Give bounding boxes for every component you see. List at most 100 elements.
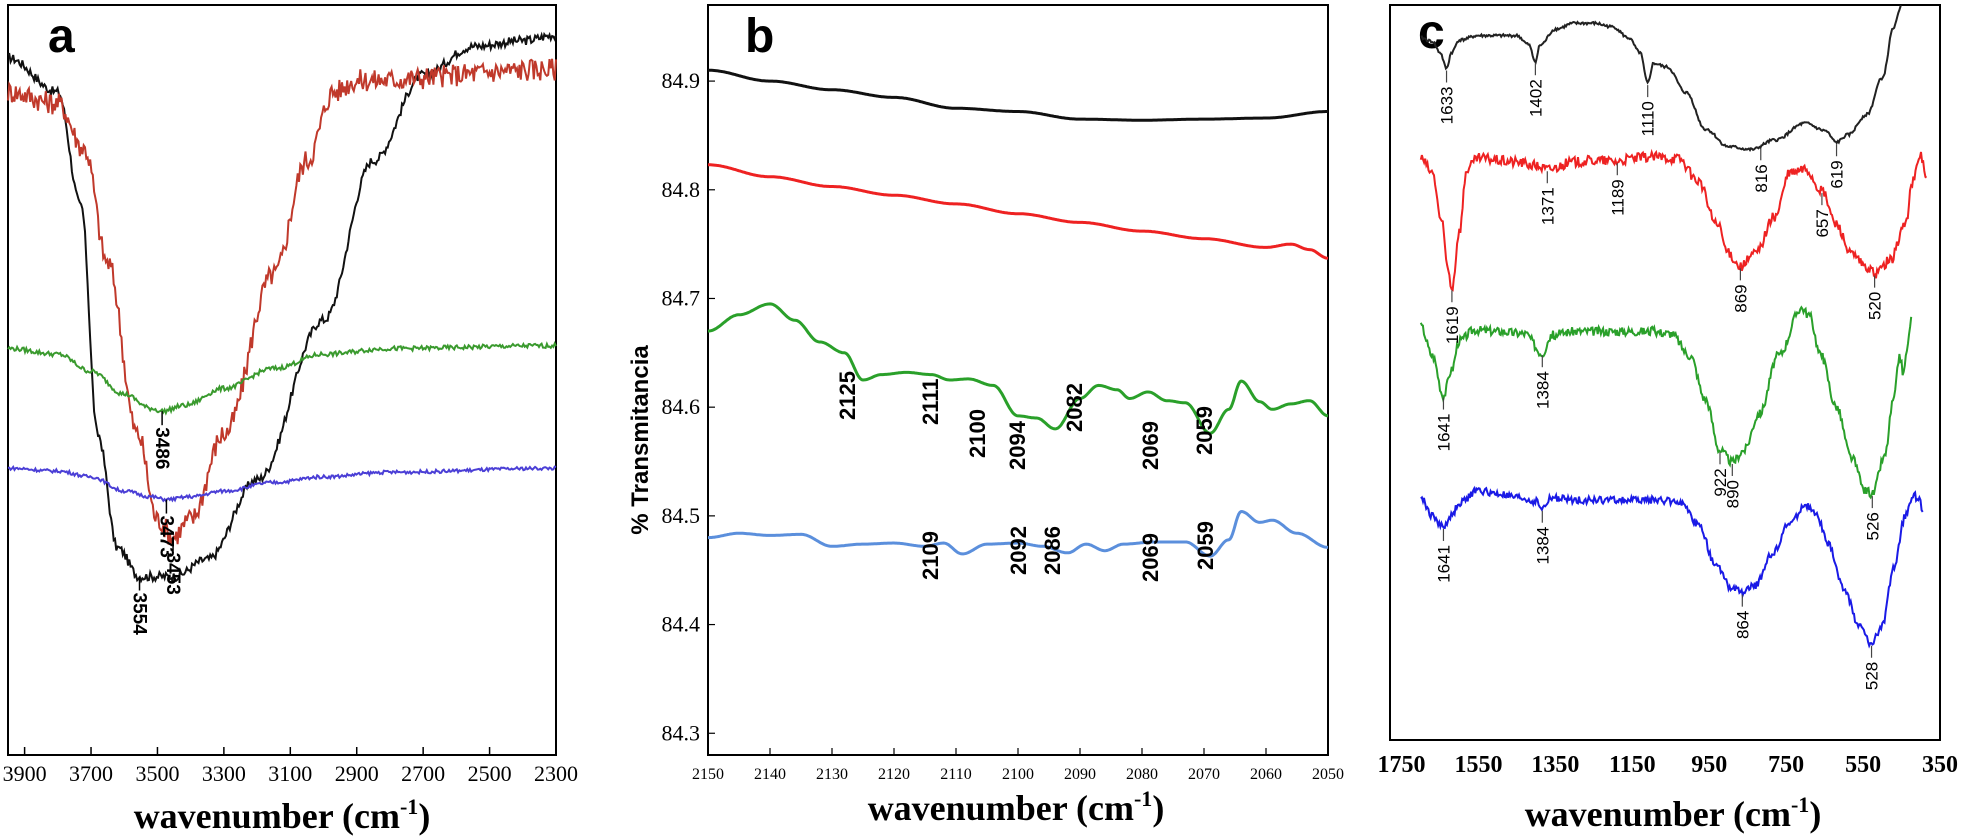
panel-b-x-tick-label: 2050	[1312, 766, 1344, 783]
panel-c-letter: c	[1418, 6, 1445, 59]
panel-b-curve-black	[708, 68, 1328, 122]
panel-a-annotation-label: 3453	[162, 553, 183, 595]
panel-a-x-tick-label: 2300	[534, 761, 578, 786]
panel-b-x-tick-label: 2110	[940, 766, 971, 783]
panel-a-x-ticks: 3900 3700 3500 3300 3100 2900 2700 2500 2300	[3, 747, 578, 786]
panel-b-annotation-label: 2094	[1005, 420, 1030, 470]
panel-c-x-ticks: 1750 1550 1350 1150 950 750 550 350	[1378, 752, 1958, 778]
panel-a-curve-green	[7, 341, 557, 416]
panel-c-x-tick-label: 1750	[1378, 752, 1426, 778]
panel-c-curve-black	[1420, 5, 1902, 152]
panel-a: a 3554 3453 3486 3473 3900 3700 3500 3300 3100 2…	[3, 4, 578, 836]
panel-c-annotation-label: 1633	[1438, 87, 1457, 125]
panel-a-x-tick-label: 3300	[202, 761, 246, 786]
panel-c-annotation-label: 1641	[1434, 545, 1453, 583]
panel-a-curve-red	[7, 58, 557, 545]
panel-a-x-tick-label: 3100	[268, 761, 312, 786]
panel-b: b 84.3 84.4 84.5 84.6 84.7 84.8 84.9 2150 2140 2…	[627, 4, 1344, 828]
panel-b-annotation-label: 2059	[1193, 521, 1218, 570]
panel-b-annotation-label: 2082	[1062, 383, 1087, 432]
panel-c-annotation-label: 922	[1711, 468, 1730, 496]
panel-a-series	[7, 31, 557, 584]
panel-b-y-tick-label: 84.5	[662, 503, 701, 528]
panel-a-x-tick-label: 2700	[401, 761, 445, 786]
panel-b-curve-green	[707, 302, 1329, 435]
panel-b-curve-red	[708, 163, 1329, 260]
panel-b-y-axis-label: % Transmitancia	[627, 345, 654, 535]
panel-b-annotation-label: 2086	[1040, 526, 1065, 575]
panel-c-annotation-label: 816	[1752, 164, 1771, 192]
panel-b-x-tick-label: 2090	[1064, 766, 1096, 783]
panel-c-annotation-label: 1384	[1533, 371, 1552, 409]
panel-c-curve-blue	[1420, 485, 1924, 649]
panel-c: c 1633 1402 1110 816 619 1619 1371 1189 869 657 52…	[1378, 4, 1958, 834]
panel-b-series	[707, 68, 1329, 558]
panel-a-annotation-label: 3554	[129, 593, 150, 636]
panel-c-series	[1419, 5, 1928, 649]
panel-c-curve-red	[1419, 148, 1928, 292]
panel-c-annotation-label: 526	[1863, 512, 1882, 540]
panel-b-y-tick-label: 84.4	[662, 612, 701, 637]
panel-c-annotation-label: 1371	[1538, 187, 1557, 225]
panel-b-y-tick-label: 84.6	[662, 394, 701, 419]
panel-a-x-tick-label: 3500	[135, 761, 179, 786]
panel-b-letter: b	[745, 10, 774, 63]
panel-c-annotation-label: 1641	[1434, 414, 1453, 452]
panel-b-x-tick-label: 2060	[1250, 766, 1282, 783]
panel-b-x-tick-label: 2130	[816, 766, 848, 783]
panel-c-annotation-label: 1619	[1443, 306, 1462, 344]
panel-c-x-tick-label: 550	[1845, 752, 1881, 778]
panel-c-annotation-label: 657	[1813, 209, 1832, 237]
panel-a-frame	[7, 4, 557, 756]
panel-b-annotation-label: 2125	[835, 371, 860, 420]
panel-b-annotation-label: 2111	[918, 378, 943, 425]
panel-c-x-tick-label: 1150	[1609, 752, 1656, 778]
panel-c-annotation-label: 890	[1723, 480, 1742, 508]
panel-c-x-tick-label: 950	[1691, 752, 1727, 778]
panel-c-x-tick-label: 350	[1922, 752, 1958, 778]
panel-a-annotations: 3554 3453 3486 3473	[129, 411, 183, 636]
panel-b-y-tick-label: 84.7	[662, 285, 701, 310]
panel-c-annotation-label: 520	[1866, 292, 1885, 320]
panel-c-annotation-label: 1384	[1533, 527, 1552, 565]
panel-a-x-tick-label: 3900	[3, 761, 47, 786]
panel-a-x-axis-label: wavenumber (cm-1)	[134, 794, 431, 836]
panel-c-annotation-label: 869	[1731, 284, 1750, 312]
panel-b-annotation-label: 2109	[918, 531, 943, 580]
panel-c-x-tick-label: 750	[1768, 752, 1804, 778]
panel-b-annotation-label: 2092	[1006, 526, 1031, 575]
panel-c-curve-green	[1419, 305, 1913, 500]
panel-a-x-tick-label: 2900	[335, 761, 379, 786]
panel-b-x-axis-label: wavenumber (cm-1)	[868, 786, 1165, 828]
panel-b-x-tick-label: 2150	[692, 766, 724, 783]
panel-b-y-tick-label: 84.8	[662, 177, 701, 202]
panel-c-annotation-label: 1402	[1526, 79, 1545, 117]
panel-b-curve-blue	[708, 509, 1329, 558]
panel-b-x-tick-label: 2080	[1126, 766, 1158, 783]
panel-b-y-tick-label: 84.9	[662, 68, 701, 93]
panel-c-annotation-label: 1110	[1639, 101, 1658, 136]
panel-c-frame	[1389, 4, 1941, 741]
panel-a-curve-blue	[7, 464, 557, 503]
panel-b-x-tick-label: 2100	[1002, 766, 1034, 783]
panel-c-annotation-label: 1189	[1608, 179, 1627, 216]
panel-b-x-ticks: 2150 2140 2130 2120 2110 2100 2090 2080 2070 2060…	[692, 748, 1344, 783]
panel-c-annotation-label: 528	[1863, 662, 1882, 690]
panel-a-curve-black	[7, 31, 557, 584]
panel-b-annotation-label: 2059	[1192, 406, 1217, 455]
panel-c-annotation-label: 864	[1733, 611, 1752, 639]
panel-a-annotation-label: 3473	[155, 516, 176, 558]
panel-c-x-tick-label: 1550	[1454, 752, 1502, 778]
panel-c-annotation-label: 619	[1828, 160, 1847, 188]
panel-c-annotations: 1633 1402 1110 816 619 1619 1371 1189 869 657 520 1…	[1434, 63, 1885, 690]
panel-b-annotation-label: 2069	[1138, 533, 1163, 582]
panel-b-x-tick-label: 2140	[754, 766, 786, 783]
panel-b-y-tick-label: 84.3	[662, 720, 701, 745]
panel-b-annotation-label: 2069	[1138, 421, 1163, 470]
panel-b-annotations: 2125 2111 2100 2094 2082 2069 2059 2109 2092 2086…	[835, 371, 1218, 582]
panel-b-annotation-label: 2100	[965, 409, 990, 458]
panel-a-annotation-label: 3486	[151, 427, 172, 469]
panel-c-x-tick-label: 1350	[1531, 752, 1579, 778]
panel-b-y-ticks: 84.3 84.4 84.5 84.6 84.7 84.8 84.9	[662, 68, 715, 745]
